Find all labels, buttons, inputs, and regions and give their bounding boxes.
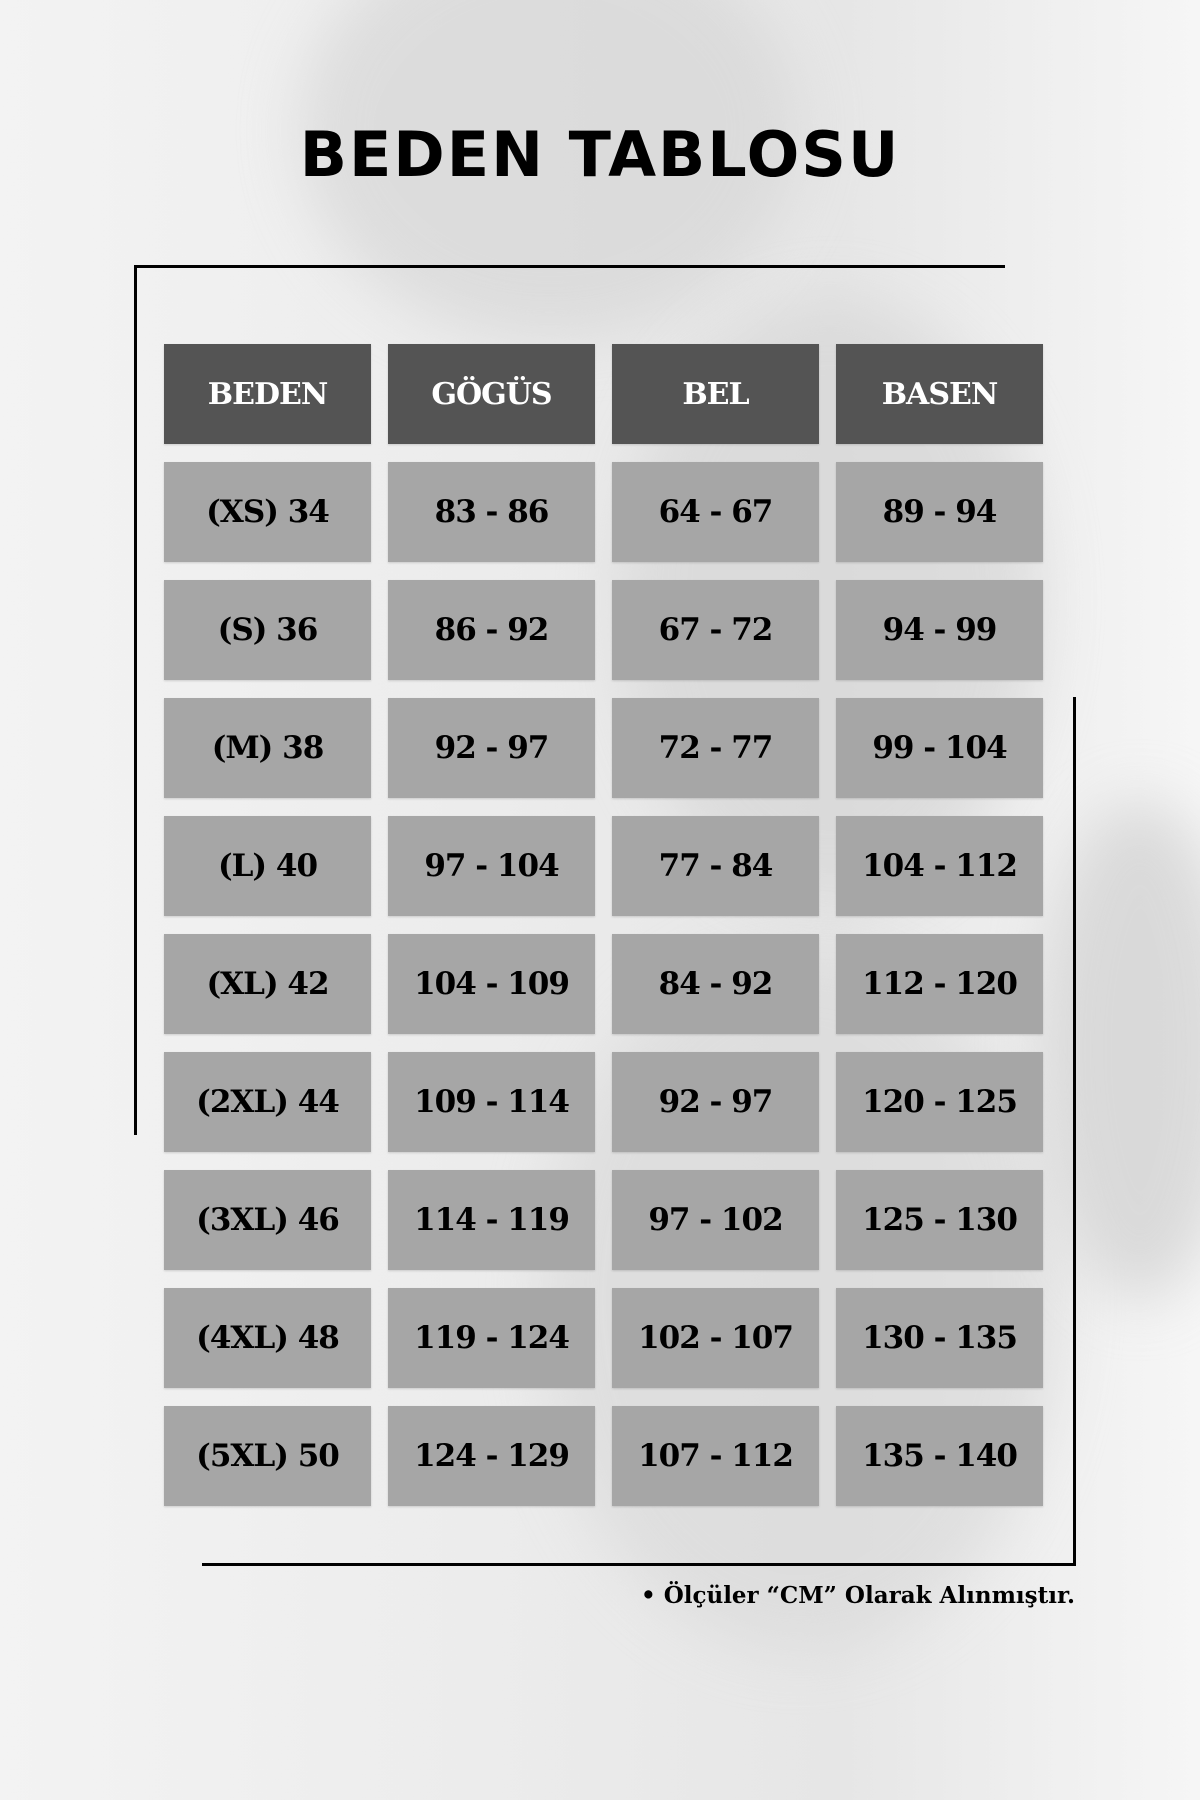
table-cell: 94 - 99 bbox=[836, 580, 1043, 680]
table-cell: 114 - 119 bbox=[388, 1170, 595, 1270]
footnote: • Ölçüler “CM” Olarak Alınmıştır. bbox=[640, 1582, 1075, 1609]
table-cell: 77 - 84 bbox=[612, 816, 819, 916]
frame-right-line bbox=[1073, 697, 1076, 1566]
table-cell: (2XL) 44 bbox=[164, 1052, 371, 1152]
table-cell: (M) 38 bbox=[164, 698, 371, 798]
table-cell: 86 - 92 bbox=[388, 580, 595, 680]
table-cell: 104 - 112 bbox=[836, 816, 1043, 916]
page-title: BEDEN TABLOSU bbox=[299, 118, 901, 191]
column-header: BEDEN bbox=[164, 344, 371, 444]
table-cell: 99 - 104 bbox=[836, 698, 1043, 798]
size-table: BEDEN GÖGÜS BEL BASEN (XS) 34 83 - 86 64 - 67 8… bbox=[164, 344, 1043, 1506]
column-header: BASEN bbox=[836, 344, 1043, 444]
column-header: GÖGÜS bbox=[388, 344, 595, 444]
table-cell: 107 - 112 bbox=[612, 1406, 819, 1506]
table-cell: (L) 40 bbox=[164, 816, 371, 916]
frame-top-line bbox=[135, 265, 1005, 268]
table-cell: 64 - 67 bbox=[612, 462, 819, 562]
table-cell: 130 - 135 bbox=[836, 1288, 1043, 1388]
table-cell: 119 - 124 bbox=[388, 1288, 595, 1388]
frame-bottom-line bbox=[202, 1563, 1076, 1566]
table-cell: 92 - 97 bbox=[388, 698, 595, 798]
table-cell: 83 - 86 bbox=[388, 462, 595, 562]
table-cell: (3XL) 46 bbox=[164, 1170, 371, 1270]
background-silhouette bbox=[300, 0, 800, 340]
table-cell: 89 - 94 bbox=[836, 462, 1043, 562]
table-cell: 109 - 114 bbox=[388, 1052, 595, 1152]
table-cell: 112 - 120 bbox=[836, 934, 1043, 1034]
column-header: BEL bbox=[612, 344, 819, 444]
table-cell: 67 - 72 bbox=[612, 580, 819, 680]
table-cell: 72 - 77 bbox=[612, 698, 819, 798]
table-cell: 97 - 102 bbox=[612, 1170, 819, 1270]
background-silhouette bbox=[1040, 800, 1200, 1300]
table-cell: 120 - 125 bbox=[836, 1052, 1043, 1152]
table-cell: (5XL) 50 bbox=[164, 1406, 371, 1506]
table-cell: 124 - 129 bbox=[388, 1406, 595, 1506]
table-cell: 84 - 92 bbox=[612, 934, 819, 1034]
table-cell: 125 - 130 bbox=[836, 1170, 1043, 1270]
table-cell: 135 - 140 bbox=[836, 1406, 1043, 1506]
table-cell: 102 - 107 bbox=[612, 1288, 819, 1388]
frame-left-line bbox=[134, 265, 137, 1135]
table-cell: 97 - 104 bbox=[388, 816, 595, 916]
table-cell: 92 - 97 bbox=[612, 1052, 819, 1152]
table-cell: (XL) 42 bbox=[164, 934, 371, 1034]
table-cell: (S) 36 bbox=[164, 580, 371, 680]
table-cell: (4XL) 48 bbox=[164, 1288, 371, 1388]
table-cell: 104 - 109 bbox=[388, 934, 595, 1034]
table-cell: (XS) 34 bbox=[164, 462, 371, 562]
